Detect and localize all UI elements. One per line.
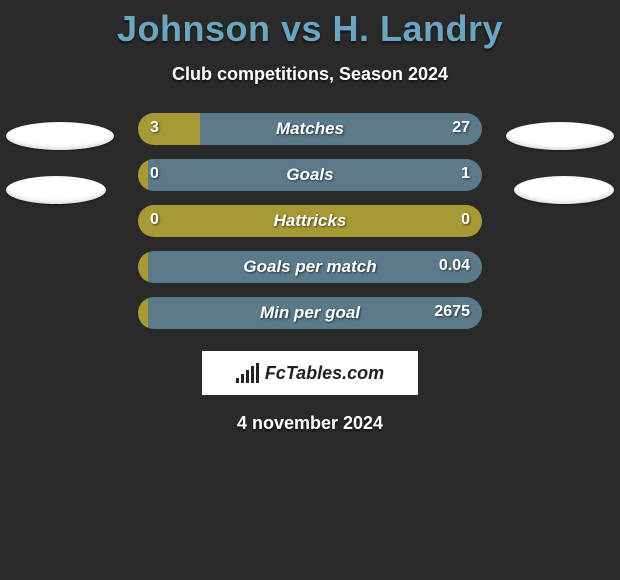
bar-left	[138, 113, 200, 145]
fctables-logo: FcTables.com	[202, 351, 418, 395]
value-left: 0	[150, 211, 159, 229]
bar-left	[138, 159, 148, 191]
subtitle: Club competitions, Season 2024	[0, 64, 620, 85]
avatar-ellipse	[6, 176, 106, 204]
value-right: 0	[461, 211, 470, 229]
footer-date: 4 november 2024	[0, 413, 620, 434]
metric-label: Goals	[286, 165, 333, 185]
value-left: 3	[150, 119, 159, 137]
metric-label: Goals per match	[243, 257, 376, 277]
value-right: 27	[452, 119, 470, 137]
metric-label: Matches	[276, 119, 344, 139]
avatar-ellipse	[514, 176, 614, 204]
logo-bars-icon	[236, 363, 259, 383]
value-left: 0	[150, 165, 159, 183]
bar-left	[138, 251, 148, 283]
value-right: 2675	[434, 303, 470, 321]
value-right: 1	[461, 165, 470, 183]
metric-row: 0 Hattricks 0	[0, 205, 620, 237]
metric-row: Goals per match 0.04	[0, 251, 620, 283]
avatar-ellipse	[6, 122, 114, 150]
metric-row: Min per goal 2675	[0, 297, 620, 329]
metric-label: Min per goal	[260, 303, 360, 323]
logo-text: FcTables.com	[265, 363, 384, 384]
page-title: Johnson vs H. Landry	[0, 0, 620, 50]
bar-left	[138, 297, 148, 329]
value-right: 0.04	[439, 257, 470, 275]
avatar-ellipse	[506, 122, 614, 150]
metric-label: Hattricks	[274, 211, 347, 231]
